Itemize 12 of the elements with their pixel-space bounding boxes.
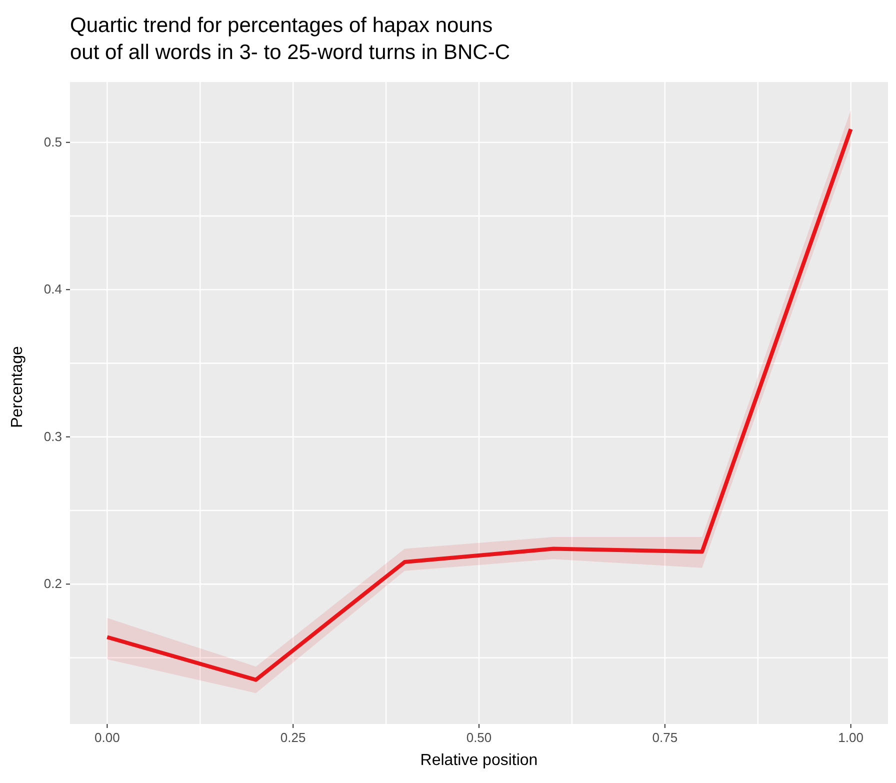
x-axis-title: Relative position (419, 752, 539, 770)
x-tick-label: 1.00 (838, 730, 864, 745)
x-tick-label: 0.00 (94, 730, 120, 745)
x-tick-label: 0.25 (280, 730, 306, 745)
y-tick-label: 0.5 (44, 134, 62, 150)
y-tick-label: 0.4 (44, 282, 62, 297)
x-tick-label: 0.50 (466, 730, 492, 745)
y-tick-label: 0.2 (44, 576, 62, 592)
y-tick-label: 0.3 (44, 428, 62, 444)
y-axis-title: Percentage (9, 345, 27, 430)
x-tick-label: 0.75 (652, 730, 678, 745)
chart-title: Quartic trend for percentages of hapax nouns out of all words in 3- to 25-word turns in BNC-C (70, 13, 510, 66)
